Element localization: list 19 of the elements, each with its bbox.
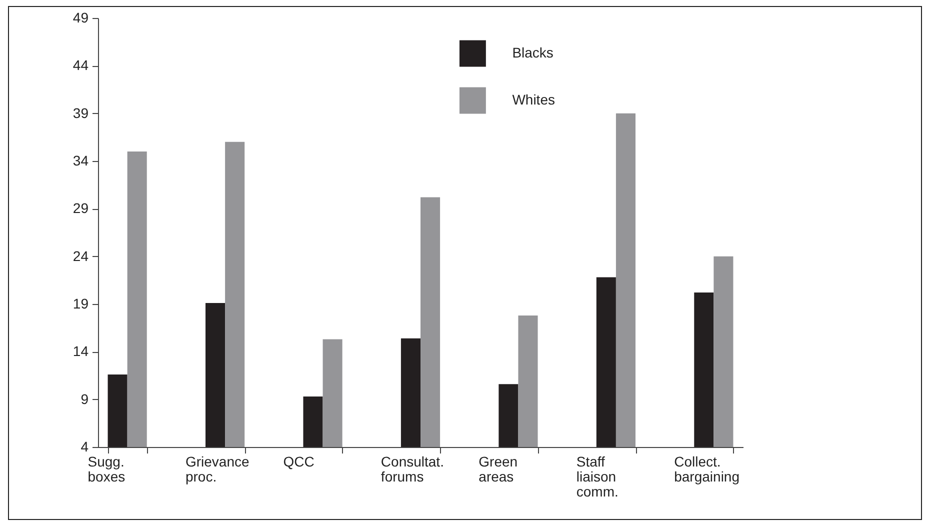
y-tick-label: 9: [80, 390, 89, 407]
legend-label: Blacks: [512, 44, 554, 60]
y-tick-label: 29: [72, 200, 89, 216]
x-tick-label: Staff liaison comm.: [576, 454, 618, 500]
x-tick-label: QCC: [283, 454, 314, 470]
y-tick-label: 44: [72, 57, 89, 74]
y-tick-label: 14: [72, 343, 89, 360]
x-tick-label: Sugg. boxes: [88, 454, 126, 484]
legend-label: Whites: [512, 92, 555, 108]
y-tick-label: 19: [72, 296, 89, 312]
y-tick-label: 24: [72, 248, 89, 264]
y-tick-label: 34: [72, 152, 89, 168]
y-tick-label: 39: [72, 104, 89, 121]
x-tick-label: Collect. bargaining: [674, 454, 740, 484]
x-tick-label: Green areas: [478, 454, 518, 484]
y-tick-label: 4: [80, 438, 89, 454]
x-tick-label: Grievance proc.: [185, 454, 250, 484]
x-tick-label: Consultat. forums: [380, 454, 444, 484]
y-tick-label: 49: [72, 10, 89, 26]
